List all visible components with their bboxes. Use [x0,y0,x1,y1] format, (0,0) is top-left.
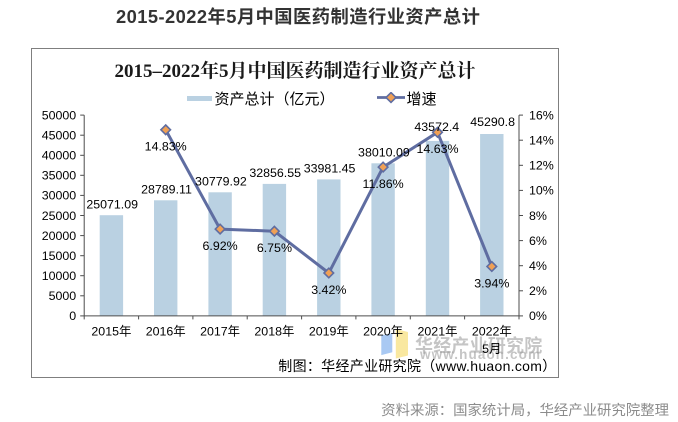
svg-text:2020年: 2020年 [363,322,403,340]
svg-text:45000: 45000 [42,126,77,144]
svg-text:6.92%: 6.92% [203,236,238,254]
svg-text:5月: 5月 [482,339,501,357]
svg-text:2015年: 2015年 [91,322,131,340]
svg-text:12%: 12% [529,156,554,174]
svg-text:2021年: 2021年 [418,322,458,340]
svg-text:3.42%: 3.42% [311,280,346,298]
svg-text:5000: 5000 [49,286,77,304]
svg-text:2019年: 2019年 [309,322,349,340]
svg-text:20000: 20000 [42,226,77,244]
svg-text:43572.4: 43572.4 [414,117,459,135]
svg-text:25000: 25000 [42,206,77,224]
svg-text:3.94%: 3.94% [474,273,509,291]
svg-text:0: 0 [69,306,76,324]
svg-text:14.83%: 14.83% [145,137,187,155]
svg-text:14%: 14% [529,131,554,149]
svg-text:28789.11: 28789.11 [141,179,192,197]
svg-text:38010.09: 38010.09 [358,142,410,160]
svg-text:2018年: 2018年 [254,322,294,340]
svg-text:2016年: 2016年 [146,322,186,340]
svg-text:40000: 40000 [42,146,77,164]
svg-text:25071.09: 25071.09 [86,194,138,212]
svg-text:14.63%: 14.63% [416,139,458,157]
svg-text:50000: 50000 [42,105,77,123]
svg-text:35000: 35000 [42,166,77,184]
svg-text:15000: 15000 [42,246,77,264]
svg-text:2022年: 2022年 [472,322,512,340]
svg-text:8%: 8% [529,206,547,224]
svg-text:0%: 0% [529,306,547,324]
svg-text:45290.8: 45290.8 [470,112,515,130]
svg-text:33981.45: 33981.45 [304,159,356,177]
svg-text:6%: 6% [529,231,547,249]
svg-text:32856.55: 32856.55 [249,163,301,181]
svg-text:16%: 16% [529,105,554,123]
svg-text:30000: 30000 [42,186,77,204]
svg-text:6.75%: 6.75% [257,238,292,256]
svg-text:10000: 10000 [42,266,77,284]
svg-text:30779.92: 30779.92 [195,171,247,189]
svg-text:4%: 4% [529,256,547,274]
svg-text:2%: 2% [529,281,547,299]
svg-text:10%: 10% [529,181,554,199]
svg-text:11.86%: 11.86% [363,174,404,192]
svg-text:2017年: 2017年 [200,322,240,340]
